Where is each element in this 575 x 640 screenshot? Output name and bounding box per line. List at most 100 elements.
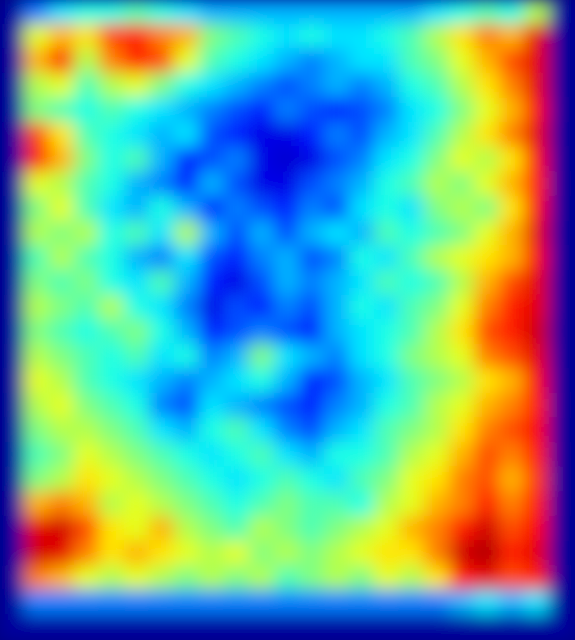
heatmap-cell	[49, 344, 76, 371]
heatmap-cell	[549, 270, 575, 297]
heatmap-cell	[124, 565, 151, 592]
heatmap-cell	[424, 48, 451, 75]
heatmap-cell	[449, 171, 476, 198]
heatmap-cell	[274, 491, 301, 518]
heatmap-cell	[224, 48, 251, 75]
heatmap-cell	[49, 0, 76, 26]
heatmap-cell	[124, 491, 151, 518]
heatmap-cell	[149, 590, 176, 617]
heatmap-cell	[74, 541, 101, 568]
heatmap-cell	[499, 122, 526, 149]
heatmap-cell	[524, 221, 551, 248]
heatmap-cell	[124, 344, 151, 371]
heatmap-cell	[199, 48, 226, 75]
heatmap-cell	[149, 196, 176, 223]
heatmap-cell	[374, 541, 401, 568]
heatmap-cell	[549, 614, 575, 640]
heatmap-cell	[99, 417, 126, 444]
heatmap-cell	[224, 171, 251, 198]
heatmap-cell	[199, 393, 226, 420]
heatmap-cell	[524, 344, 551, 371]
heatmap-cell	[299, 245, 326, 272]
heatmap-cell	[49, 319, 76, 346]
heatmap-cell	[274, 344, 301, 371]
heatmap-cell	[449, 221, 476, 248]
heatmap-cell	[74, 196, 101, 223]
heatmap-cell	[449, 122, 476, 149]
heatmap-cell	[524, 442, 551, 469]
heatmap-cell	[174, 245, 201, 272]
heatmap-cell	[249, 344, 276, 371]
heatmap-cell	[399, 122, 426, 149]
heatmap-cell	[399, 417, 426, 444]
heatmap-cell	[0, 590, 26, 617]
heatmap-cell	[224, 541, 251, 568]
heatmap-cell	[524, 294, 551, 321]
heatmap-cell	[0, 122, 26, 149]
heatmap-cell	[349, 221, 376, 248]
heatmap-cell	[124, 319, 151, 346]
heatmap-cell	[24, 590, 51, 617]
heatmap-cell	[499, 393, 526, 420]
heatmap-cell	[274, 73, 301, 100]
heatmap-cell	[324, 196, 351, 223]
heatmap-cell	[199, 73, 226, 100]
heatmap-cell	[449, 491, 476, 518]
heatmap-cell	[424, 147, 451, 174]
heatmap-cell	[24, 294, 51, 321]
heatmap-cell	[324, 442, 351, 469]
heatmap-cell	[274, 0, 301, 26]
heatmap-cell	[124, 48, 151, 75]
heatmap-cell	[349, 565, 376, 592]
heatmap-cell	[99, 467, 126, 494]
heatmap-cell	[274, 196, 301, 223]
heatmap-cell	[424, 344, 451, 371]
heatmap-cell	[499, 245, 526, 272]
heatmap-cell	[449, 24, 476, 51]
heatmap-cell	[474, 491, 501, 518]
heatmap-cell	[299, 590, 326, 617]
heatmap-cell	[374, 147, 401, 174]
heatmap-cell	[474, 221, 501, 248]
heatmap-cell	[424, 0, 451, 26]
heatmap-cell	[299, 541, 326, 568]
heatmap-cell	[49, 442, 76, 469]
heatmap-cell	[549, 294, 575, 321]
heatmap-cell	[524, 541, 551, 568]
heatmap-cell	[474, 294, 501, 321]
heatmap-cell	[424, 221, 451, 248]
heatmap-cell	[199, 270, 226, 297]
heatmap-cell	[274, 590, 301, 617]
heatmap-cell	[524, 97, 551, 124]
heatmap-cell	[399, 73, 426, 100]
heatmap-cell	[49, 122, 76, 149]
heatmap-cell	[99, 24, 126, 51]
heatmap-cell	[24, 344, 51, 371]
heatmap-chart	[0, 0, 575, 640]
heatmap-cell	[424, 24, 451, 51]
heatmap-cell	[249, 171, 276, 198]
heatmap-cell	[274, 147, 301, 174]
heatmap-cell	[424, 541, 451, 568]
heatmap-cell	[149, 393, 176, 420]
heatmap-cell	[299, 221, 326, 248]
heatmap-cell	[524, 368, 551, 395]
heatmap-cell	[124, 516, 151, 543]
heatmap-cell	[149, 491, 176, 518]
heatmap-cell	[299, 171, 326, 198]
heatmap-cell	[74, 590, 101, 617]
heatmap-cell	[124, 541, 151, 568]
heatmap-cell	[49, 48, 76, 75]
heatmap-cell	[149, 294, 176, 321]
heatmap-cell	[199, 590, 226, 617]
heatmap-cell	[0, 565, 26, 592]
heatmap-cell	[324, 467, 351, 494]
heatmap-cell	[549, 417, 575, 444]
heatmap-cell	[524, 0, 551, 26]
heatmap-cell	[0, 319, 26, 346]
heatmap-cell	[399, 319, 426, 346]
heatmap-cell	[474, 24, 501, 51]
heatmap-cell	[374, 97, 401, 124]
heatmap-cell	[224, 196, 251, 223]
heatmap-cell	[0, 48, 26, 75]
